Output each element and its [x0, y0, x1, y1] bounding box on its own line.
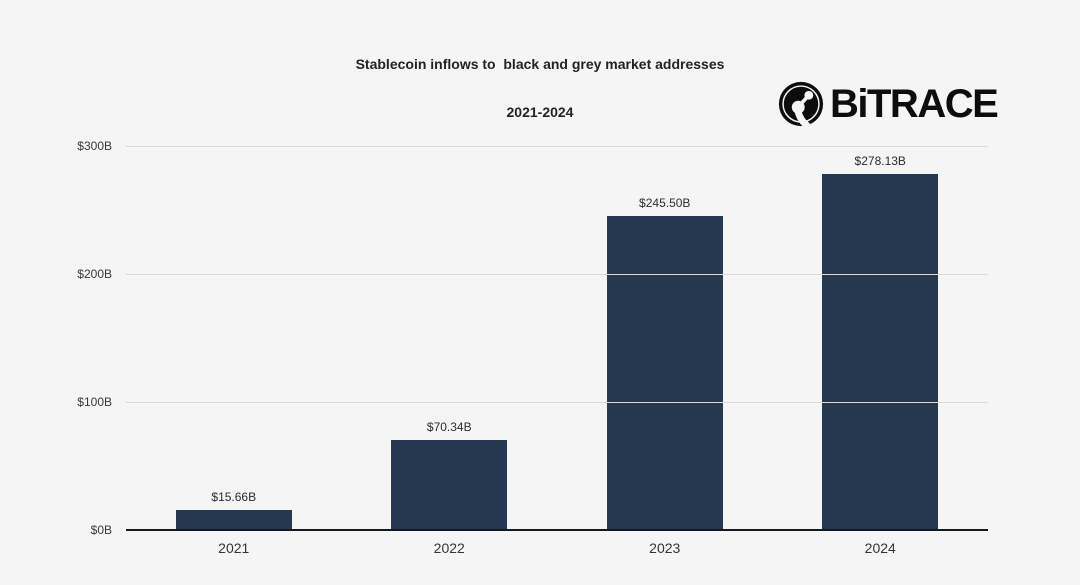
bar-2024 — [822, 174, 939, 530]
chart-title-line2: 2021-2024 — [506, 104, 574, 120]
bar-value-label: $70.34B — [426, 420, 472, 434]
bar-group-2022: $70.34B 2022 — [342, 146, 558, 556]
x-axis-tick-label: 2022 — [433, 540, 465, 556]
gridline-300 — [126, 146, 988, 147]
y-axis-tick-label: $100B — [77, 395, 112, 409]
bar-2021 — [175, 510, 292, 530]
gridline-200 — [126, 274, 988, 275]
bar-2023 — [606, 216, 723, 530]
plot-area: $15.66B 2021 $70.34B 2022 $245.50B 2023 $278.1… — [126, 146, 989, 556]
y-axis: $0B $100B $200B $300B — [0, 139, 112, 537]
x-axis-line — [126, 529, 988, 531]
bitrace-logo-wordmark: BiTRACE — [830, 82, 999, 126]
chart-title: Stablecoin inflows to black and grey mar… — [0, 24, 1080, 152]
y-axis-tick-label: $200B — [77, 267, 112, 281]
x-axis-tick-label: 2021 — [218, 540, 250, 556]
chart-title-line1: Stablecoin inflows to black and grey mar… — [355, 56, 725, 72]
bars-row: $15.66B 2021 $70.34B 2022 $245.50B 2023 $278.1… — [126, 146, 989, 556]
bitrace-logo: BiTRACE — [778, 81, 999, 127]
x-axis-tick-label: 2023 — [649, 540, 681, 556]
bar-group-2021: $15.66B 2021 — [126, 146, 342, 556]
bar-value-label: $15.66B — [211, 490, 257, 504]
gridline-100 — [126, 402, 988, 403]
y-axis-tick-label: $300B — [77, 139, 112, 153]
x-axis-tick-label: 2024 — [864, 540, 896, 556]
y-axis-tick-label: $0B — [90, 523, 112, 537]
bar-2022 — [391, 440, 508, 530]
bitrace-logo-icon — [778, 81, 824, 127]
bar-value-label: $278.13B — [854, 154, 906, 168]
bar-group-2024: $278.13B 2024 — [773, 146, 989, 556]
bar-value-label: $245.50B — [639, 196, 691, 210]
bar-group-2023: $245.50B 2023 — [557, 146, 773, 556]
